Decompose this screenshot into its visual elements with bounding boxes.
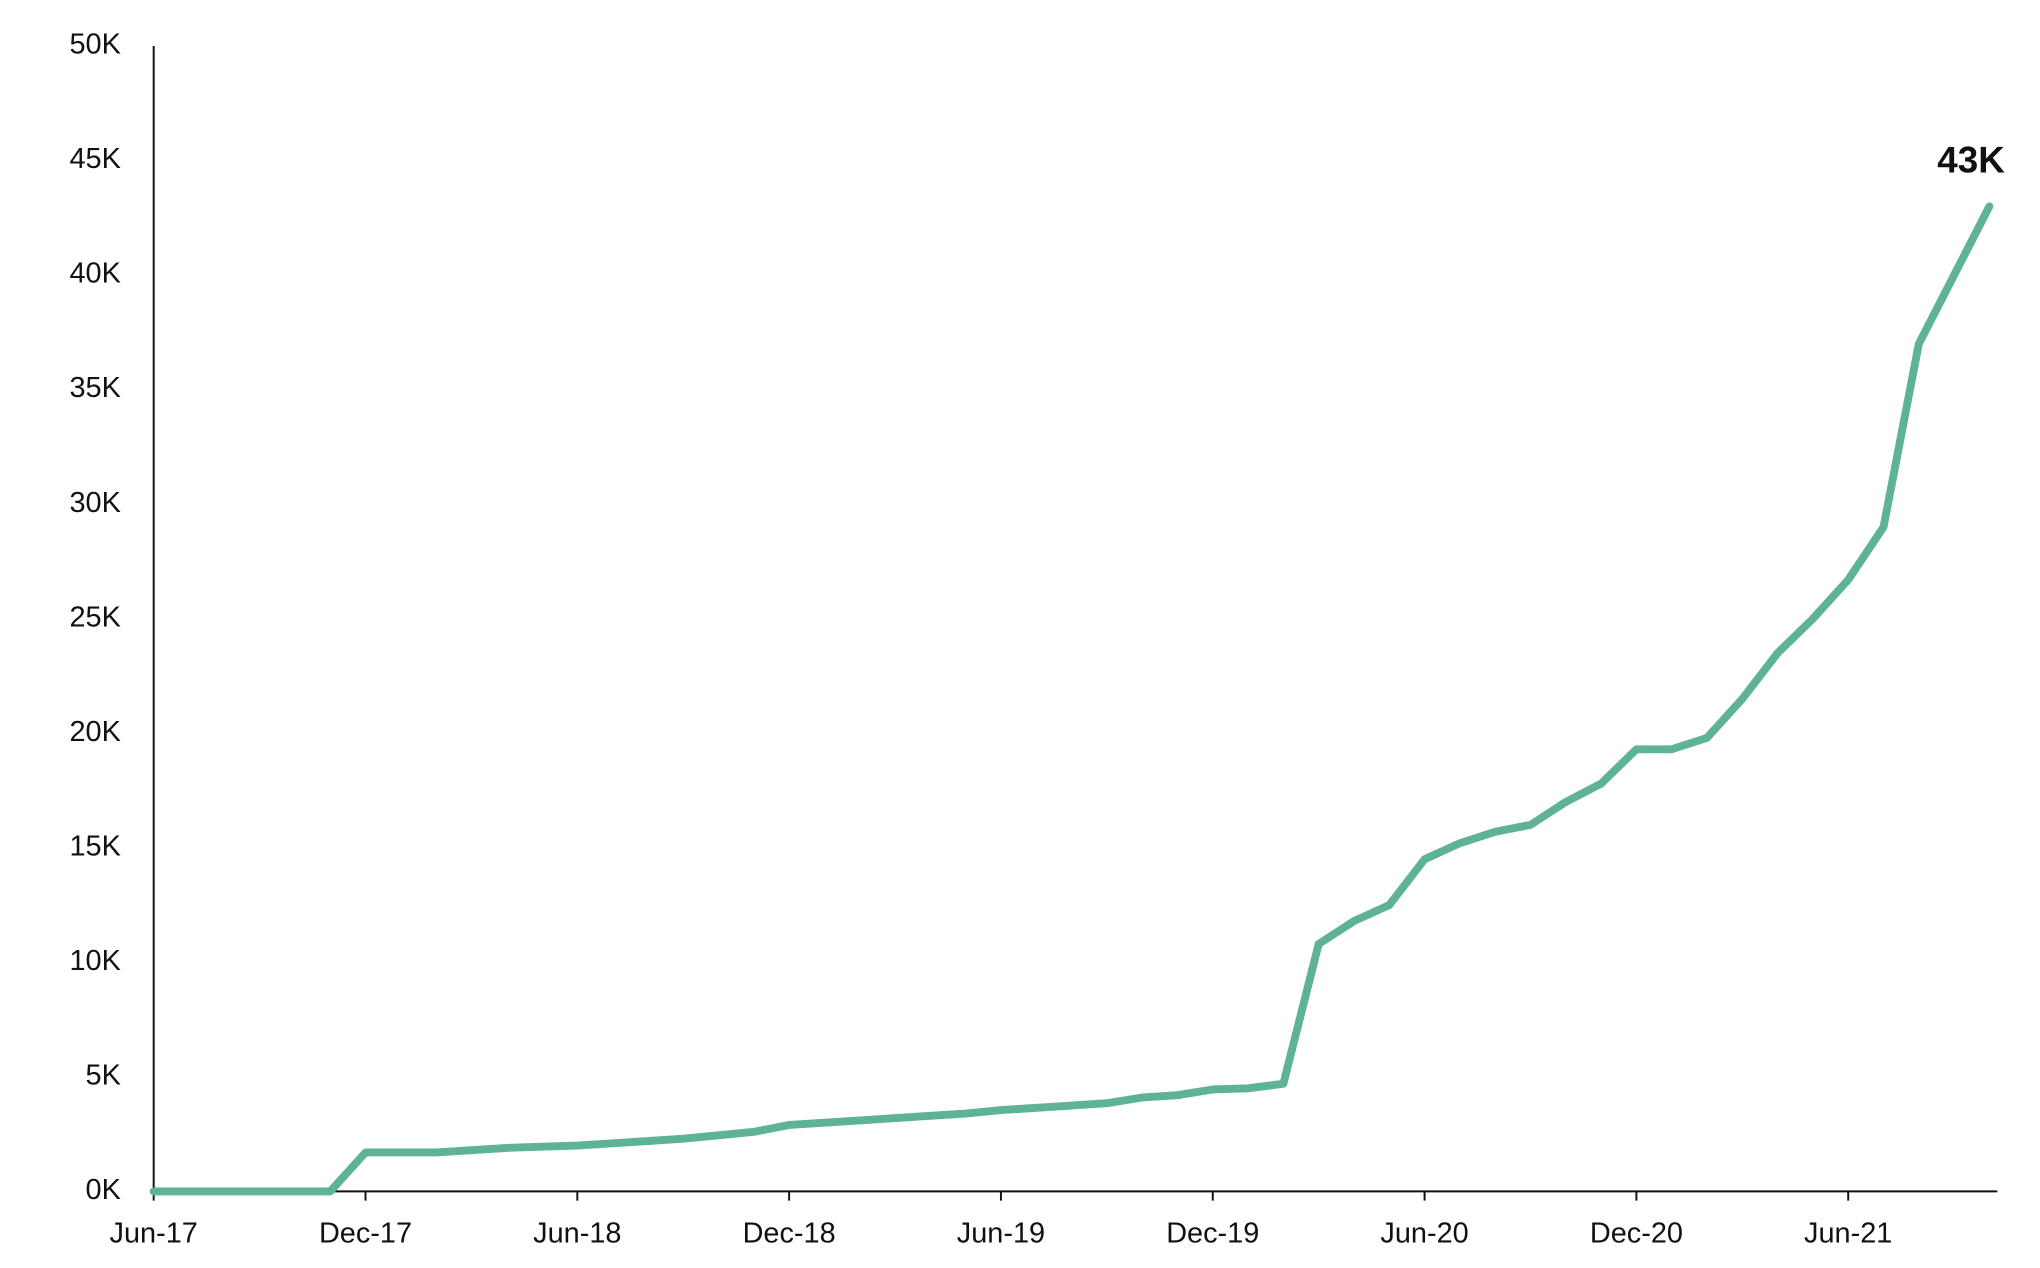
x-tick-label: Dec-20 [1590,1217,1683,1249]
y-tick-label: 30K [69,487,120,519]
x-tick-label: Jun-18 [533,1217,621,1249]
line [149,202,1994,1196]
y-tick-label: 5K [86,1059,121,1091]
x-tick-label: Dec-18 [743,1217,836,1249]
y-tick-label: 25K [69,601,120,633]
y-tick-label: 20K [69,716,120,748]
x-tick-label: Dec-17 [319,1217,412,1249]
x-tick-label: Dec-19 [1166,1217,1259,1249]
y-tick-label: 40K [69,258,120,290]
y-tick-label: 0K [86,1174,121,1206]
y-tick-label: 15K [69,830,120,862]
y-tick-label: 10K [69,945,120,977]
x-tick-label: Jun-21 [1804,1217,1892,1249]
data-label: 43K [1937,140,2005,181]
x-tick-label: Jun-17 [110,1217,198,1249]
x-tick-label: Jun-19 [957,1217,1045,1249]
y-tick-label: 35K [69,372,120,404]
y-tick-label: 50K [69,29,120,61]
y-tick-label: 45K [69,143,120,175]
x-tick-label: Jun-20 [1380,1217,1468,1249]
